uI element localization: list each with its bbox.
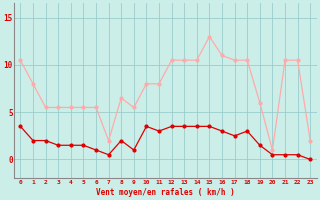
X-axis label: Vent moyen/en rafales ( km/h ): Vent moyen/en rafales ( km/h ) (96, 188, 235, 197)
